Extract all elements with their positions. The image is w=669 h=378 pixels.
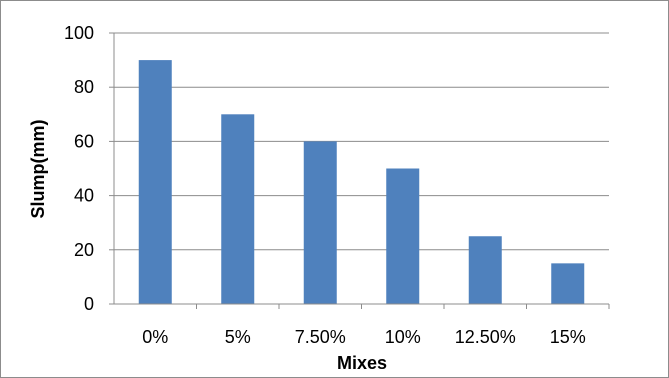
- y-tick-label: 80: [74, 77, 94, 97]
- bar-5%: [221, 114, 255, 304]
- axes: [109, 32, 610, 309]
- bar-7.50%: [303, 141, 337, 304]
- y-axis-title: Slump(mm): [28, 119, 48, 218]
- y-tick-label: 60: [74, 131, 94, 151]
- bar-0%: [138, 60, 172, 304]
- x-tick-label: 15%: [550, 327, 586, 347]
- y-tick-label: 20: [74, 240, 94, 260]
- bar-12.50%: [468, 236, 502, 304]
- gridlines: [114, 32, 609, 251]
- y-tick-label: 100: [64, 23, 94, 43]
- x-tick-label: 5%: [225, 327, 251, 347]
- x-tick-labels: 0% 5% 7.50% 10% 12.50% 15%: [142, 327, 586, 347]
- x-tick-label: 7.50%: [295, 327, 346, 347]
- x-axis-title: Mixes: [337, 353, 387, 373]
- x-tick-label: 12.50%: [455, 327, 516, 347]
- y-tick-labels: 0 20 40 60 80 100: [64, 23, 94, 314]
- bar-15%: [551, 263, 585, 304]
- x-tick-label: 10%: [385, 327, 421, 347]
- x-tick-label: 0%: [142, 327, 168, 347]
- bars: [138, 60, 585, 304]
- bar-10%: [386, 168, 420, 304]
- y-tick-label: 0: [84, 294, 94, 314]
- y-tick-label: 40: [74, 186, 94, 206]
